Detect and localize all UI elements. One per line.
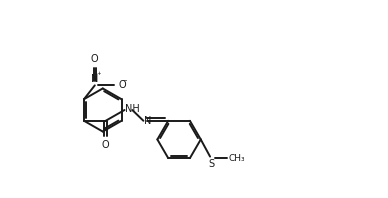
Text: N: N: [144, 116, 152, 126]
Text: $^-$: $^-$: [121, 77, 128, 86]
Text: O: O: [119, 80, 126, 90]
Text: O: O: [91, 54, 99, 64]
Text: O: O: [102, 140, 109, 150]
Text: N: N: [91, 74, 99, 84]
Text: CH₃: CH₃: [229, 154, 245, 163]
Text: S: S: [209, 159, 215, 169]
Text: NH: NH: [125, 104, 140, 114]
Text: $^+$: $^+$: [95, 70, 102, 79]
